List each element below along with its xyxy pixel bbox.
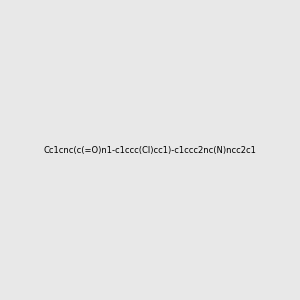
Text: Cc1cnc(c(=O)n1-c1ccc(Cl)cc1)-c1ccc2nc(N)ncc2c1: Cc1cnc(c(=O)n1-c1ccc(Cl)cc1)-c1ccc2nc(N)… (44, 146, 256, 154)
